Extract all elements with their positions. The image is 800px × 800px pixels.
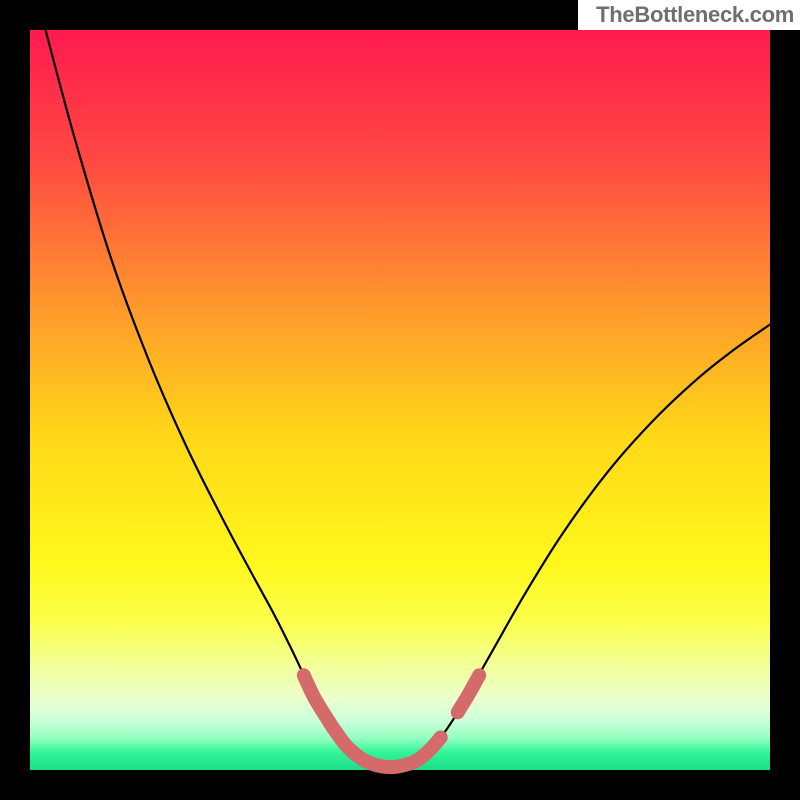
watermark-label: TheBottleneck.com	[578, 0, 800, 30]
bottleneck-chart	[0, 0, 800, 800]
chart-stage: TheBottleneck.com	[0, 0, 800, 800]
plot-background	[30, 30, 770, 770]
